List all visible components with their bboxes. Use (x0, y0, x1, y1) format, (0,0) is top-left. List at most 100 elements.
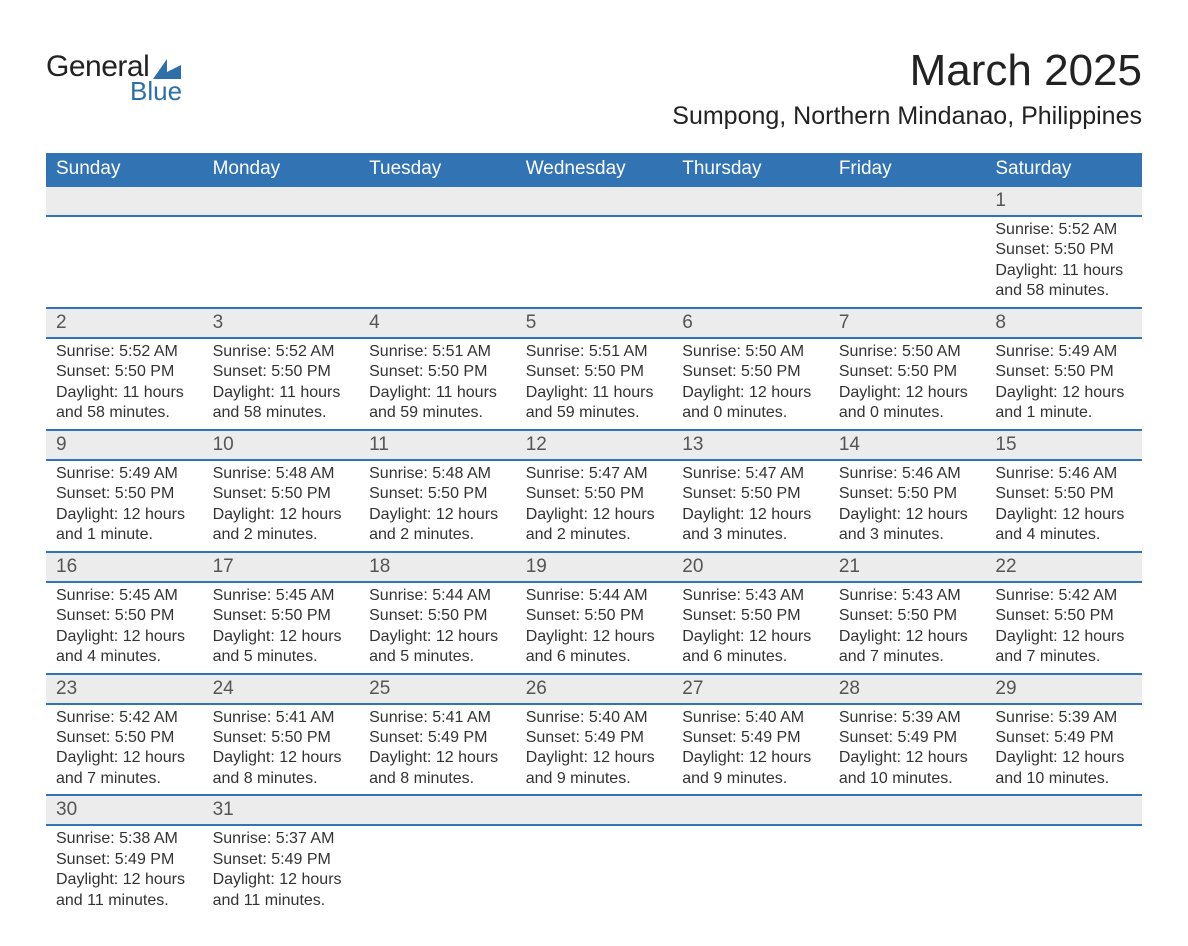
day-detail-cell (829, 825, 986, 916)
day-detail-cell: Sunrise: 5:39 AMSunset: 5:49 PMDaylight:… (985, 704, 1142, 796)
sunrise-line: Sunrise: 5:40 AM (526, 708, 663, 728)
detail-row: Sunrise: 5:38 AMSunset: 5:49 PMDaylight:… (46, 825, 1142, 916)
daynum-row: 23242526272829 (46, 674, 1142, 704)
sunrise-line: Sunrise: 5:38 AM (56, 829, 193, 849)
day-detail-cell: Sunrise: 5:52 AMSunset: 5:50 PMDaylight:… (46, 338, 203, 430)
day-number-cell (203, 186, 360, 216)
day-detail-cell: Sunrise: 5:46 AMSunset: 5:50 PMDaylight:… (985, 460, 1142, 552)
sunset-line: Sunset: 5:50 PM (213, 362, 350, 382)
day-detail-cell: Sunrise: 5:38 AMSunset: 5:49 PMDaylight:… (46, 825, 203, 916)
day-detail-cell (359, 825, 516, 916)
daynum-row: 16171819202122 (46, 552, 1142, 582)
day-number-cell: 11 (359, 430, 516, 460)
day-header: Wednesday (516, 153, 673, 186)
day-header: Friday (829, 153, 986, 186)
logo-flag-icon (153, 59, 181, 79)
sunrise-line: Sunrise: 5:49 AM (56, 464, 193, 484)
sunset-line: Sunset: 5:50 PM (526, 606, 663, 626)
sunrise-line: Sunrise: 5:48 AM (369, 464, 506, 484)
day-detail-cell: Sunrise: 5:45 AMSunset: 5:50 PMDaylight:… (46, 582, 203, 674)
daynum-row: 1 (46, 186, 1142, 216)
daylight-line: Daylight: 12 hours and 3 minutes. (839, 505, 976, 546)
sunrise-line: Sunrise: 5:50 AM (682, 342, 819, 362)
sunset-line: Sunset: 5:50 PM (682, 362, 819, 382)
day-number-cell: 3 (203, 308, 360, 338)
sunrise-line: Sunrise: 5:51 AM (369, 342, 506, 362)
daylight-line: Daylight: 12 hours and 5 minutes. (213, 627, 350, 668)
day-detail-cell: Sunrise: 5:46 AMSunset: 5:50 PMDaylight:… (829, 460, 986, 552)
sunrise-line: Sunrise: 5:37 AM (213, 829, 350, 849)
detail-row: Sunrise: 5:42 AMSunset: 5:50 PM Daylight:… (46, 704, 1142, 796)
sunset-line: Sunset: 5:50 PM (839, 606, 976, 626)
day-number-cell (672, 186, 829, 216)
sunset-line: Sunset: 5:50 PM (839, 362, 976, 382)
sunset-line: Sunset: 5:50 PM (995, 362, 1132, 382)
day-detail-cell: Sunrise: 5:43 AMSunset: 5:50 PMDaylight:… (829, 582, 986, 674)
day-number-cell: 14 (829, 430, 986, 460)
sunrise-line: Sunrise: 5:41 AM (369, 708, 506, 728)
day-header: Tuesday (359, 153, 516, 186)
day-number-cell: 4 (359, 308, 516, 338)
day-number-cell: 13 (672, 430, 829, 460)
daynum-row: 2345678 (46, 308, 1142, 338)
sunset-line: Sunset: 5:50 PM (56, 484, 193, 504)
day-number-cell: 18 (359, 552, 516, 582)
day-detail-cell: Sunrise: 5:45 AMSunset: 5:50 PMDaylight:… (203, 582, 360, 674)
daylight-line: Daylight: 12 hours and 11 minutes. (213, 870, 350, 911)
day-detail-cell: Sunrise: 5:52 AMSunset: 5:50 PMDaylight:… (985, 216, 1142, 308)
sunset-line: Sunset: 5:50 PM (213, 484, 350, 504)
sunrise-line: Sunrise: 5:45 AM (56, 586, 193, 606)
day-header-row: Sunday Monday Tuesday Wednesday Thursday… (46, 153, 1142, 186)
sunset-line: Sunset: 5:50 PM (526, 484, 663, 504)
daylight-line: Daylight: 12 hours and 4 minutes. (56, 627, 193, 668)
daylight-line: Daylight: 12 hours and 0 minutes. (839, 383, 976, 424)
sunrise-line: Sunrise: 5:39 AM (839, 708, 976, 728)
day-number-cell: 21 (829, 552, 986, 582)
day-number-cell (985, 795, 1142, 825)
day-detail-cell: Sunrise: 5:51 AMSunset: 5:50 PMDaylight:… (359, 338, 516, 430)
day-detail-cell (516, 825, 673, 916)
sunset-line: Sunset: 5:49 PM (213, 850, 350, 870)
daylight-line: Daylight: 12 hours and 2 minutes. (526, 505, 663, 546)
sunrise-line: Sunrise: 5:47 AM (526, 464, 663, 484)
sunrise-line: Sunrise: 5:48 AM (213, 464, 350, 484)
detail-row: Sunrise: 5:52 AMSunset: 5:50 PMDaylight:… (46, 216, 1142, 308)
sunrise-line: Sunrise: 5:52 AM (995, 220, 1132, 240)
sunset-line: Sunset: 5:50 PM (56, 728, 193, 748)
day-number-cell: 26 (516, 674, 673, 704)
sunrise-line: Sunrise: 5:42 AM (56, 708, 193, 728)
day-header: Monday (203, 153, 360, 186)
day-number-cell (516, 795, 673, 825)
day-number-cell: 10 (203, 430, 360, 460)
daylight-line: Daylight: 12 hours and 6 minutes. (682, 627, 819, 668)
daylight-line: Daylight: 11 hours and 59 minutes. (526, 383, 663, 424)
day-number-cell: 9 (46, 430, 203, 460)
sunrise-line: Sunrise: 5:41 AM (213, 708, 350, 728)
daylight-line: Daylight: 12 hours and 10 minutes. (995, 748, 1132, 789)
sunset-line: Sunset: 5:50 PM (839, 484, 976, 504)
day-number-cell: 22 (985, 552, 1142, 582)
sunrise-line: Sunrise: 5:43 AM (839, 586, 976, 606)
sunset-line: Sunset: 5:50 PM (682, 606, 819, 626)
sunset-line: Sunset: 5:49 PM (369, 728, 506, 748)
day-number-cell: 17 (203, 552, 360, 582)
daylight-line: Daylight: 12 hours and 4 minutes. (995, 505, 1132, 546)
daylight-line: Daylight: 11 hours and 58 minutes. (56, 383, 193, 424)
header: General Blue March 2025 Sumpong, Norther… (46, 30, 1142, 135)
day-number-cell: 2 (46, 308, 203, 338)
daylight-line: Daylight: 11 hours and 59 minutes. (369, 383, 506, 424)
daylight-line: Daylight: 12 hours and 11 minutes. (56, 870, 193, 911)
day-detail-cell: Sunrise: 5:39 AMSunset: 5:49 PMDaylight:… (829, 704, 986, 796)
daynum-row: 9101112131415 (46, 430, 1142, 460)
sunrise-line: Sunrise: 5:40 AM (682, 708, 819, 728)
day-number-cell (829, 795, 986, 825)
day-number-cell (46, 186, 203, 216)
sunrise-line: Sunrise: 5:44 AM (369, 586, 506, 606)
day-detail-cell: Sunrise: 5:42 AMSunset: 5:50 PMDaylight:… (985, 582, 1142, 674)
day-detail-cell: Sunrise: 5:37 AMSunset: 5:49 PMDaylight:… (203, 825, 360, 916)
day-number-cell: 25 (359, 674, 516, 704)
sunset-line: Sunset: 5:49 PM (995, 728, 1132, 748)
day-number-cell: 31 (203, 795, 360, 825)
day-detail-cell: Sunrise: 5:47 AMSunset: 5:50 PMDaylight:… (672, 460, 829, 552)
day-number-cell: 19 (516, 552, 673, 582)
